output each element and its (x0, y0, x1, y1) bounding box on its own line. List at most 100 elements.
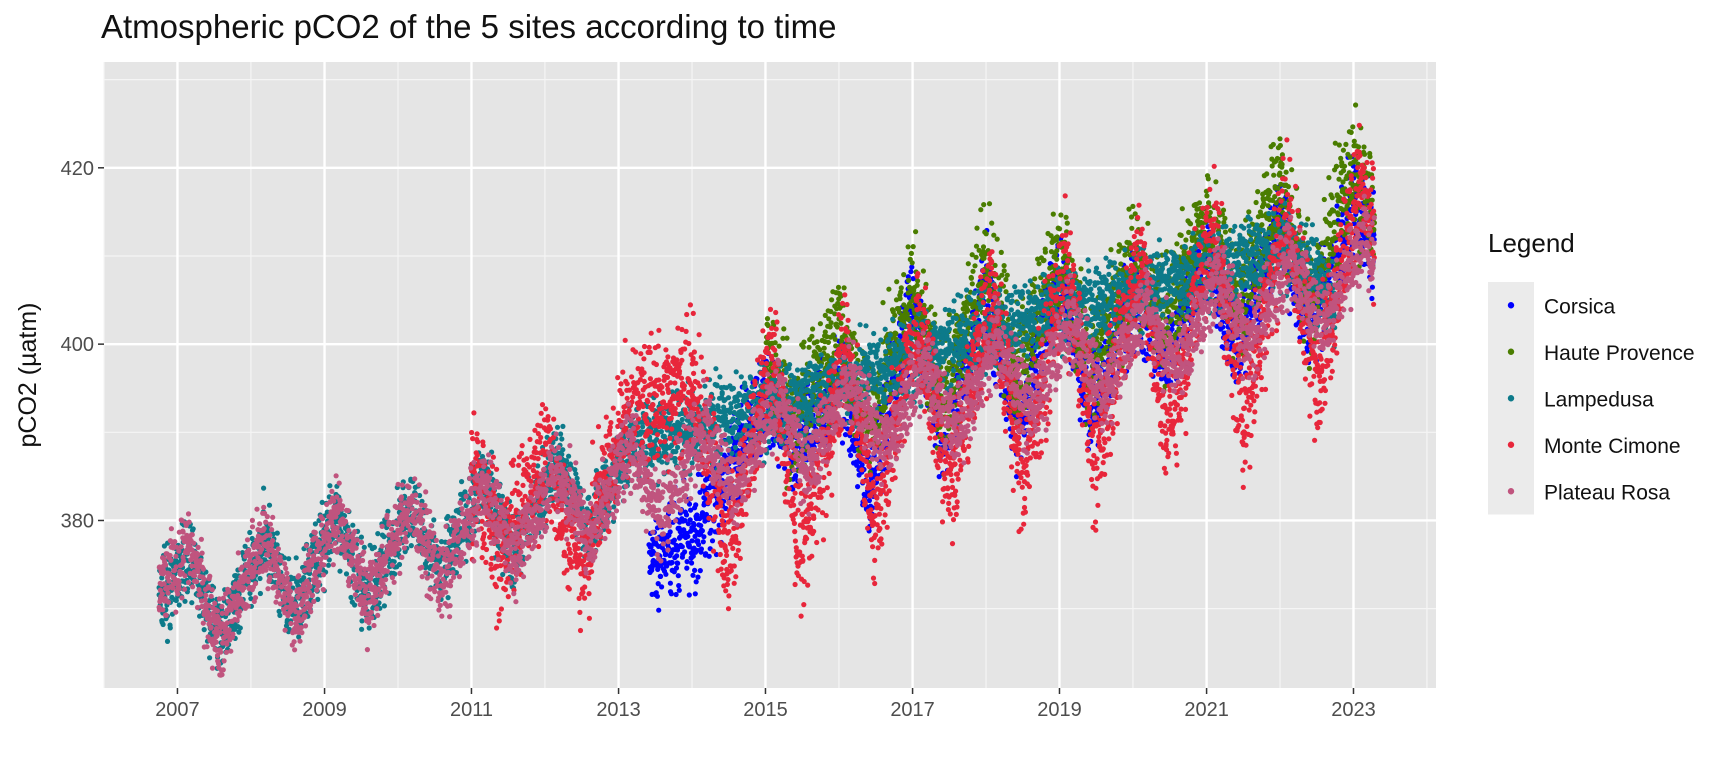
point (1316, 244, 1322, 251)
point (781, 326, 787, 332)
point (675, 573, 681, 579)
point (932, 311, 938, 317)
point (1351, 138, 1357, 144)
point (801, 339, 807, 345)
point (1279, 161, 1285, 167)
point (835, 284, 842, 290)
point (999, 272, 1005, 278)
point (880, 300, 886, 306)
point (706, 553, 712, 559)
point (1340, 168, 1347, 174)
point (829, 297, 835, 303)
point (689, 538, 695, 544)
point (1305, 216, 1311, 222)
data-points (156, 102, 1377, 678)
point (688, 507, 694, 513)
point (1222, 229, 1228, 235)
point (914, 282, 920, 288)
point (693, 579, 699, 585)
point (669, 559, 675, 566)
point (968, 275, 975, 281)
point (897, 296, 903, 302)
point (1270, 141, 1276, 148)
point (915, 278, 921, 284)
point (808, 422, 814, 428)
point (978, 207, 984, 213)
point (855, 484, 861, 490)
point (882, 405, 888, 411)
point (1078, 266, 1084, 272)
point (662, 552, 669, 558)
point (685, 521, 692, 527)
point (838, 320, 844, 326)
point (1024, 369, 1030, 375)
point (683, 512, 690, 518)
point (1019, 304, 1025, 310)
point (1145, 220, 1151, 226)
point (673, 565, 680, 571)
point (1353, 102, 1359, 108)
point (1265, 203, 1271, 209)
point (692, 567, 698, 574)
point (1174, 241, 1180, 247)
point (817, 321, 824, 327)
point (694, 512, 700, 518)
point (1129, 225, 1135, 231)
point (1001, 393, 1007, 399)
point (1004, 272, 1010, 278)
point (1348, 129, 1354, 135)
point (800, 344, 806, 350)
point (913, 229, 919, 235)
point (698, 523, 704, 529)
point (1118, 261, 1124, 267)
point (679, 544, 685, 550)
point (656, 607, 662, 613)
point (782, 465, 788, 471)
point (1336, 142, 1342, 148)
point (663, 571, 669, 577)
point (1333, 163, 1340, 170)
point (1253, 199, 1259, 206)
point (1277, 142, 1283, 149)
point (1064, 220, 1070, 226)
point (1050, 211, 1056, 217)
point (654, 593, 661, 599)
point (1196, 200, 1203, 206)
point (810, 326, 816, 332)
point (822, 329, 828, 335)
point (1033, 368, 1039, 374)
point (1042, 249, 1048, 255)
point (703, 511, 710, 518)
point (1326, 175, 1332, 181)
point (919, 289, 925, 295)
point (1205, 176, 1211, 182)
point (692, 591, 698, 597)
point (687, 517, 693, 523)
point (699, 510, 706, 516)
point (998, 249, 1004, 255)
point (671, 569, 677, 575)
point (906, 277, 912, 283)
point (1246, 209, 1252, 215)
point (832, 336, 838, 342)
point (1187, 221, 1194, 227)
point (957, 368, 963, 374)
point (1289, 167, 1295, 173)
point (1350, 124, 1356, 130)
point (974, 225, 980, 231)
point (842, 432, 849, 438)
point (821, 345, 827, 351)
point (1335, 212, 1341, 218)
chart-title: Atmospheric pCO2 of the 5 sites accordin… (101, 8, 837, 45)
point (1165, 325, 1171, 331)
point (1179, 206, 1185, 212)
point (772, 340, 778, 346)
point (708, 527, 714, 534)
point (1355, 144, 1362, 150)
point (1031, 289, 1037, 295)
point (668, 591, 675, 597)
point (691, 522, 697, 528)
point (658, 573, 664, 580)
point (684, 559, 690, 565)
